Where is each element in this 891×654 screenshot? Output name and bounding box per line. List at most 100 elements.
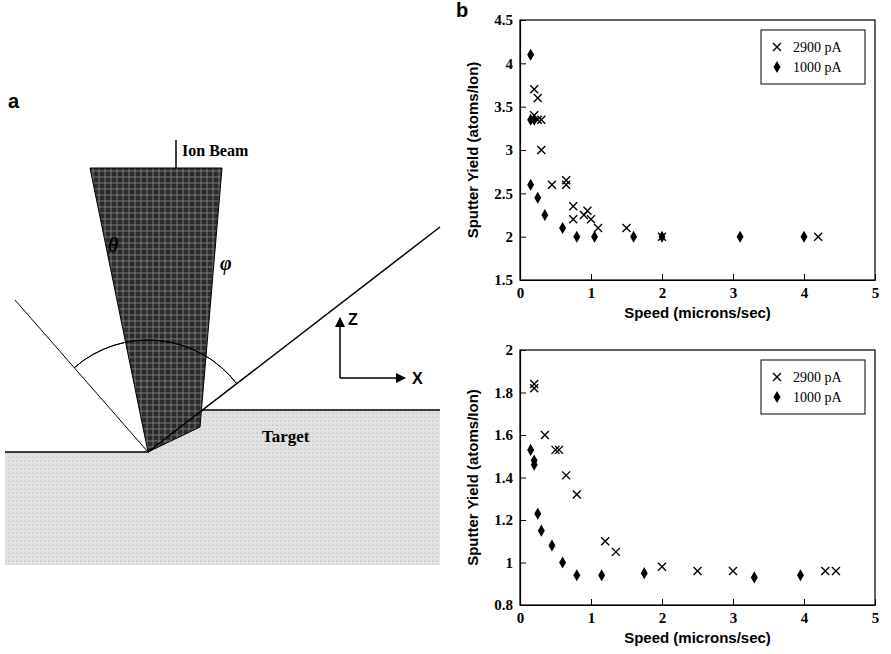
- point: [527, 444, 534, 456]
- figure: Ion BeamθφZXTargetab0123451.522.533.544.…: [0, 0, 891, 654]
- legend-key: [773, 43, 781, 51]
- tick-mark: [804, 274, 805, 280]
- legend-marker: [774, 61, 781, 73]
- tick: 0.8: [494, 597, 526, 613]
- point-group: [562, 181, 570, 189]
- legend-key: [774, 391, 781, 403]
- tick: 2: [659, 599, 667, 626]
- chart: 0123450.811.21.41.61.82Speed (microns/se…: [464, 342, 879, 646]
- tick: 1.8: [494, 385, 526, 401]
- point-group: [530, 384, 538, 392]
- point: [555, 446, 563, 454]
- point: [538, 525, 545, 537]
- point: [534, 94, 542, 102]
- tick: 1.5: [494, 272, 526, 288]
- point: [583, 207, 591, 215]
- tick-mark: [520, 193, 526, 194]
- tick-label: 1: [506, 555, 514, 571]
- point: [548, 181, 556, 189]
- tick-label: 3: [730, 285, 738, 301]
- y-axis: 1.522.533.544.5: [494, 12, 526, 288]
- tick: 4.5: [494, 12, 526, 28]
- point-group: [587, 215, 595, 223]
- point-group: [527, 179, 534, 191]
- tick-mark: [520, 478, 526, 479]
- legend-label: 1000 pA: [793, 390, 843, 405]
- tick-label: 1: [588, 285, 596, 301]
- point-group: [527, 49, 534, 61]
- x-axis: 012345: [517, 274, 880, 301]
- x-arrow: [340, 377, 405, 379]
- tick: 2.5: [494, 186, 526, 202]
- point-group: [530, 380, 538, 388]
- plot-frame: [520, 20, 875, 280]
- panel-letter: b: [456, 0, 468, 21]
- tick-label: 1: [588, 610, 596, 626]
- point-group: [559, 556, 566, 568]
- point-group: [569, 215, 577, 223]
- point: [530, 380, 538, 388]
- tick-mark: [520, 20, 526, 21]
- point-group: [534, 192, 541, 204]
- point-group: [729, 567, 737, 575]
- point: [612, 548, 620, 556]
- point-group: [530, 85, 538, 93]
- point-group: [623, 224, 631, 232]
- point-group: [591, 231, 598, 243]
- plot-frame: [520, 350, 875, 605]
- axis-line: [521, 280, 876, 281]
- tick-mark: [733, 274, 734, 280]
- tick: 1.2: [494, 512, 526, 528]
- point: [587, 215, 595, 223]
- point: [562, 181, 570, 189]
- tick: 3: [730, 274, 738, 301]
- normal-line: [15, 300, 148, 452]
- point-group: [573, 231, 580, 243]
- tick-mark: [520, 150, 526, 151]
- axis-title: Speed (microns/sec): [624, 304, 771, 321]
- tick-mark: [520, 280, 526, 281]
- tick: 2: [506, 229, 527, 245]
- tick-mark: [520, 520, 526, 521]
- point: [598, 569, 605, 581]
- tick-label: 4: [506, 56, 514, 72]
- axis-title: Speed (microns/sec): [624, 629, 771, 646]
- point: [530, 85, 538, 93]
- panel-letter: a: [8, 90, 20, 112]
- tick-label: 2: [506, 342, 514, 358]
- tick-label: 0: [517, 610, 525, 626]
- tick-label: 0.8: [494, 597, 513, 613]
- tick-label: 1.4: [494, 470, 513, 486]
- point-group: [737, 231, 744, 243]
- point: [573, 569, 580, 581]
- tick-label: 1.5: [494, 272, 513, 288]
- legend-key: [773, 373, 781, 381]
- tick-mark: [520, 350, 526, 351]
- tick: 5: [872, 599, 880, 626]
- point: [559, 556, 566, 568]
- point-group: [541, 209, 548, 221]
- point: [751, 571, 758, 583]
- point: [559, 222, 566, 234]
- point: [531, 114, 538, 126]
- point: [537, 146, 545, 154]
- label: X: [412, 370, 423, 387]
- tick-label: 1.8: [494, 385, 513, 401]
- tick-label: 3: [506, 142, 514, 158]
- legend-marker: [773, 373, 781, 381]
- legend-box: [761, 360, 865, 414]
- point-group: [573, 569, 580, 581]
- point: [531, 459, 538, 471]
- tick: 3: [506, 142, 527, 158]
- tick-label: 2: [659, 285, 667, 301]
- point-group: [797, 569, 804, 581]
- point: [534, 192, 541, 204]
- point-group: [527, 444, 534, 456]
- point-group: [658, 563, 666, 571]
- point-group: [612, 548, 620, 556]
- point: [562, 176, 570, 184]
- point-group: [751, 571, 758, 583]
- diagram-panel: Ion BeamθφZXTargeta: [5, 90, 440, 565]
- legend-label: 2900 pA: [793, 370, 843, 385]
- point: [548, 539, 555, 551]
